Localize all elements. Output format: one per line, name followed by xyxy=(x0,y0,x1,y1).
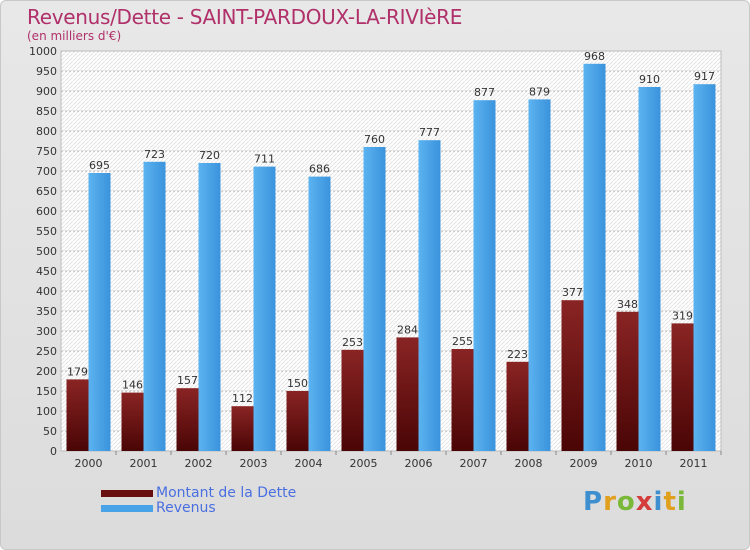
bar-debt xyxy=(121,392,144,451)
bar-debt xyxy=(561,300,584,451)
bar-revenus xyxy=(88,173,111,451)
logo-letter: x xyxy=(635,487,654,517)
data-label: 968 xyxy=(584,50,605,63)
data-label: 255 xyxy=(452,335,473,348)
bar-revenus xyxy=(418,140,441,451)
data-label: 711 xyxy=(254,153,275,166)
bar-revenus xyxy=(363,147,386,451)
y-tick-label: 350 xyxy=(36,305,57,318)
data-label: 723 xyxy=(144,148,165,161)
y-tick-label: 600 xyxy=(36,205,57,218)
y-tick-label: 400 xyxy=(36,285,57,298)
logo-letter: i xyxy=(653,487,664,517)
logo-letter: t xyxy=(663,487,677,517)
data-label: 150 xyxy=(287,377,308,390)
data-label: 695 xyxy=(89,159,110,172)
data-label: 179 xyxy=(67,365,88,378)
bar-debt xyxy=(286,391,309,451)
data-label: 377 xyxy=(562,286,583,299)
y-tick-label: 900 xyxy=(36,85,57,98)
x-tick-label: 2006 xyxy=(405,457,433,470)
x-tick-label: 2000 xyxy=(75,457,103,470)
bar-revenus xyxy=(198,163,221,451)
logo-letter: P xyxy=(583,487,604,517)
y-tick-label: 150 xyxy=(36,385,57,398)
x-tick-label: 2007 xyxy=(460,457,488,470)
y-tick-label: 1000 xyxy=(29,45,57,58)
y-tick-label: 550 xyxy=(36,225,57,238)
data-label: 879 xyxy=(529,85,550,98)
y-tick-label: 250 xyxy=(36,345,57,358)
bar-debt xyxy=(176,388,199,451)
x-tick-label: 2003 xyxy=(240,457,268,470)
bar-revenus xyxy=(473,100,496,451)
data-label: 720 xyxy=(199,149,220,162)
y-tick-label: 500 xyxy=(36,245,57,258)
bar-debt xyxy=(341,349,364,451)
data-label: 284 xyxy=(397,323,418,336)
y-tick-label: 800 xyxy=(36,125,57,138)
y-tick-label: 100 xyxy=(36,405,57,418)
x-tick-label: 2008 xyxy=(515,457,543,470)
data-label: 112 xyxy=(232,392,253,405)
chart-subtitle: (en milliers d'€) xyxy=(27,29,122,43)
logo-letter: i xyxy=(676,487,687,517)
data-label: 348 xyxy=(617,298,638,311)
bar-debt xyxy=(671,323,694,451)
x-tick-label: 2009 xyxy=(570,457,598,470)
logo-letter: o xyxy=(616,487,636,517)
data-label: 910 xyxy=(639,73,660,86)
data-label: 157 xyxy=(177,374,198,387)
bar-debt xyxy=(231,406,254,451)
x-tick-label: 2005 xyxy=(350,457,378,470)
data-label: 146 xyxy=(122,379,143,392)
y-tick-label: 650 xyxy=(36,185,57,198)
bar-debt xyxy=(616,311,639,451)
bar-debt xyxy=(396,337,419,451)
y-tick-label: 300 xyxy=(36,325,57,338)
legend-swatch-revenus xyxy=(101,505,153,512)
data-label: 917 xyxy=(694,70,715,83)
bar-revenus xyxy=(143,161,166,452)
y-tick-label: 750 xyxy=(36,145,57,158)
data-label: 877 xyxy=(474,86,495,99)
logo-letter: r xyxy=(603,487,617,517)
bar-revenus xyxy=(308,176,331,451)
data-label: 223 xyxy=(507,348,528,361)
data-label: 760 xyxy=(364,133,385,146)
y-tick-label: 200 xyxy=(36,365,57,378)
legend-label-revenus: Revenus xyxy=(156,500,216,516)
data-label: 686 xyxy=(309,163,330,176)
data-label: 777 xyxy=(419,126,440,139)
bar-revenus xyxy=(638,87,661,451)
bar-revenus xyxy=(693,84,716,451)
x-tick-label: 2002 xyxy=(185,457,213,470)
proxiti-logo: Proxiti xyxy=(583,487,687,517)
bar-revenus xyxy=(253,166,276,451)
data-label: 253 xyxy=(342,336,363,349)
legend-swatch-debt xyxy=(101,490,153,497)
bar-debt xyxy=(451,349,474,451)
y-tick-label: 950 xyxy=(36,65,57,78)
x-tick-label: 2001 xyxy=(130,457,158,470)
legend-label-debt: Montant de la Dette xyxy=(156,485,297,501)
x-tick-label: 2010 xyxy=(625,457,653,470)
y-tick-label: 0 xyxy=(50,445,57,458)
chart-title: Revenus/Dette - SAINT-PARDOUX-LA-RIVIèRE xyxy=(27,5,463,29)
bar-debt xyxy=(506,361,529,451)
x-tick-label: 2004 xyxy=(295,457,323,470)
y-tick-label: 50 xyxy=(43,425,57,438)
y-tick-label: 700 xyxy=(36,165,57,178)
y-tick-label: 450 xyxy=(36,265,57,278)
y-tick-label: 850 xyxy=(36,105,57,118)
data-label: 319 xyxy=(672,309,693,322)
bar-revenus xyxy=(528,99,551,452)
x-tick-label: 2011 xyxy=(680,457,708,470)
bar-debt xyxy=(66,379,89,451)
bar-revenus xyxy=(583,63,606,452)
